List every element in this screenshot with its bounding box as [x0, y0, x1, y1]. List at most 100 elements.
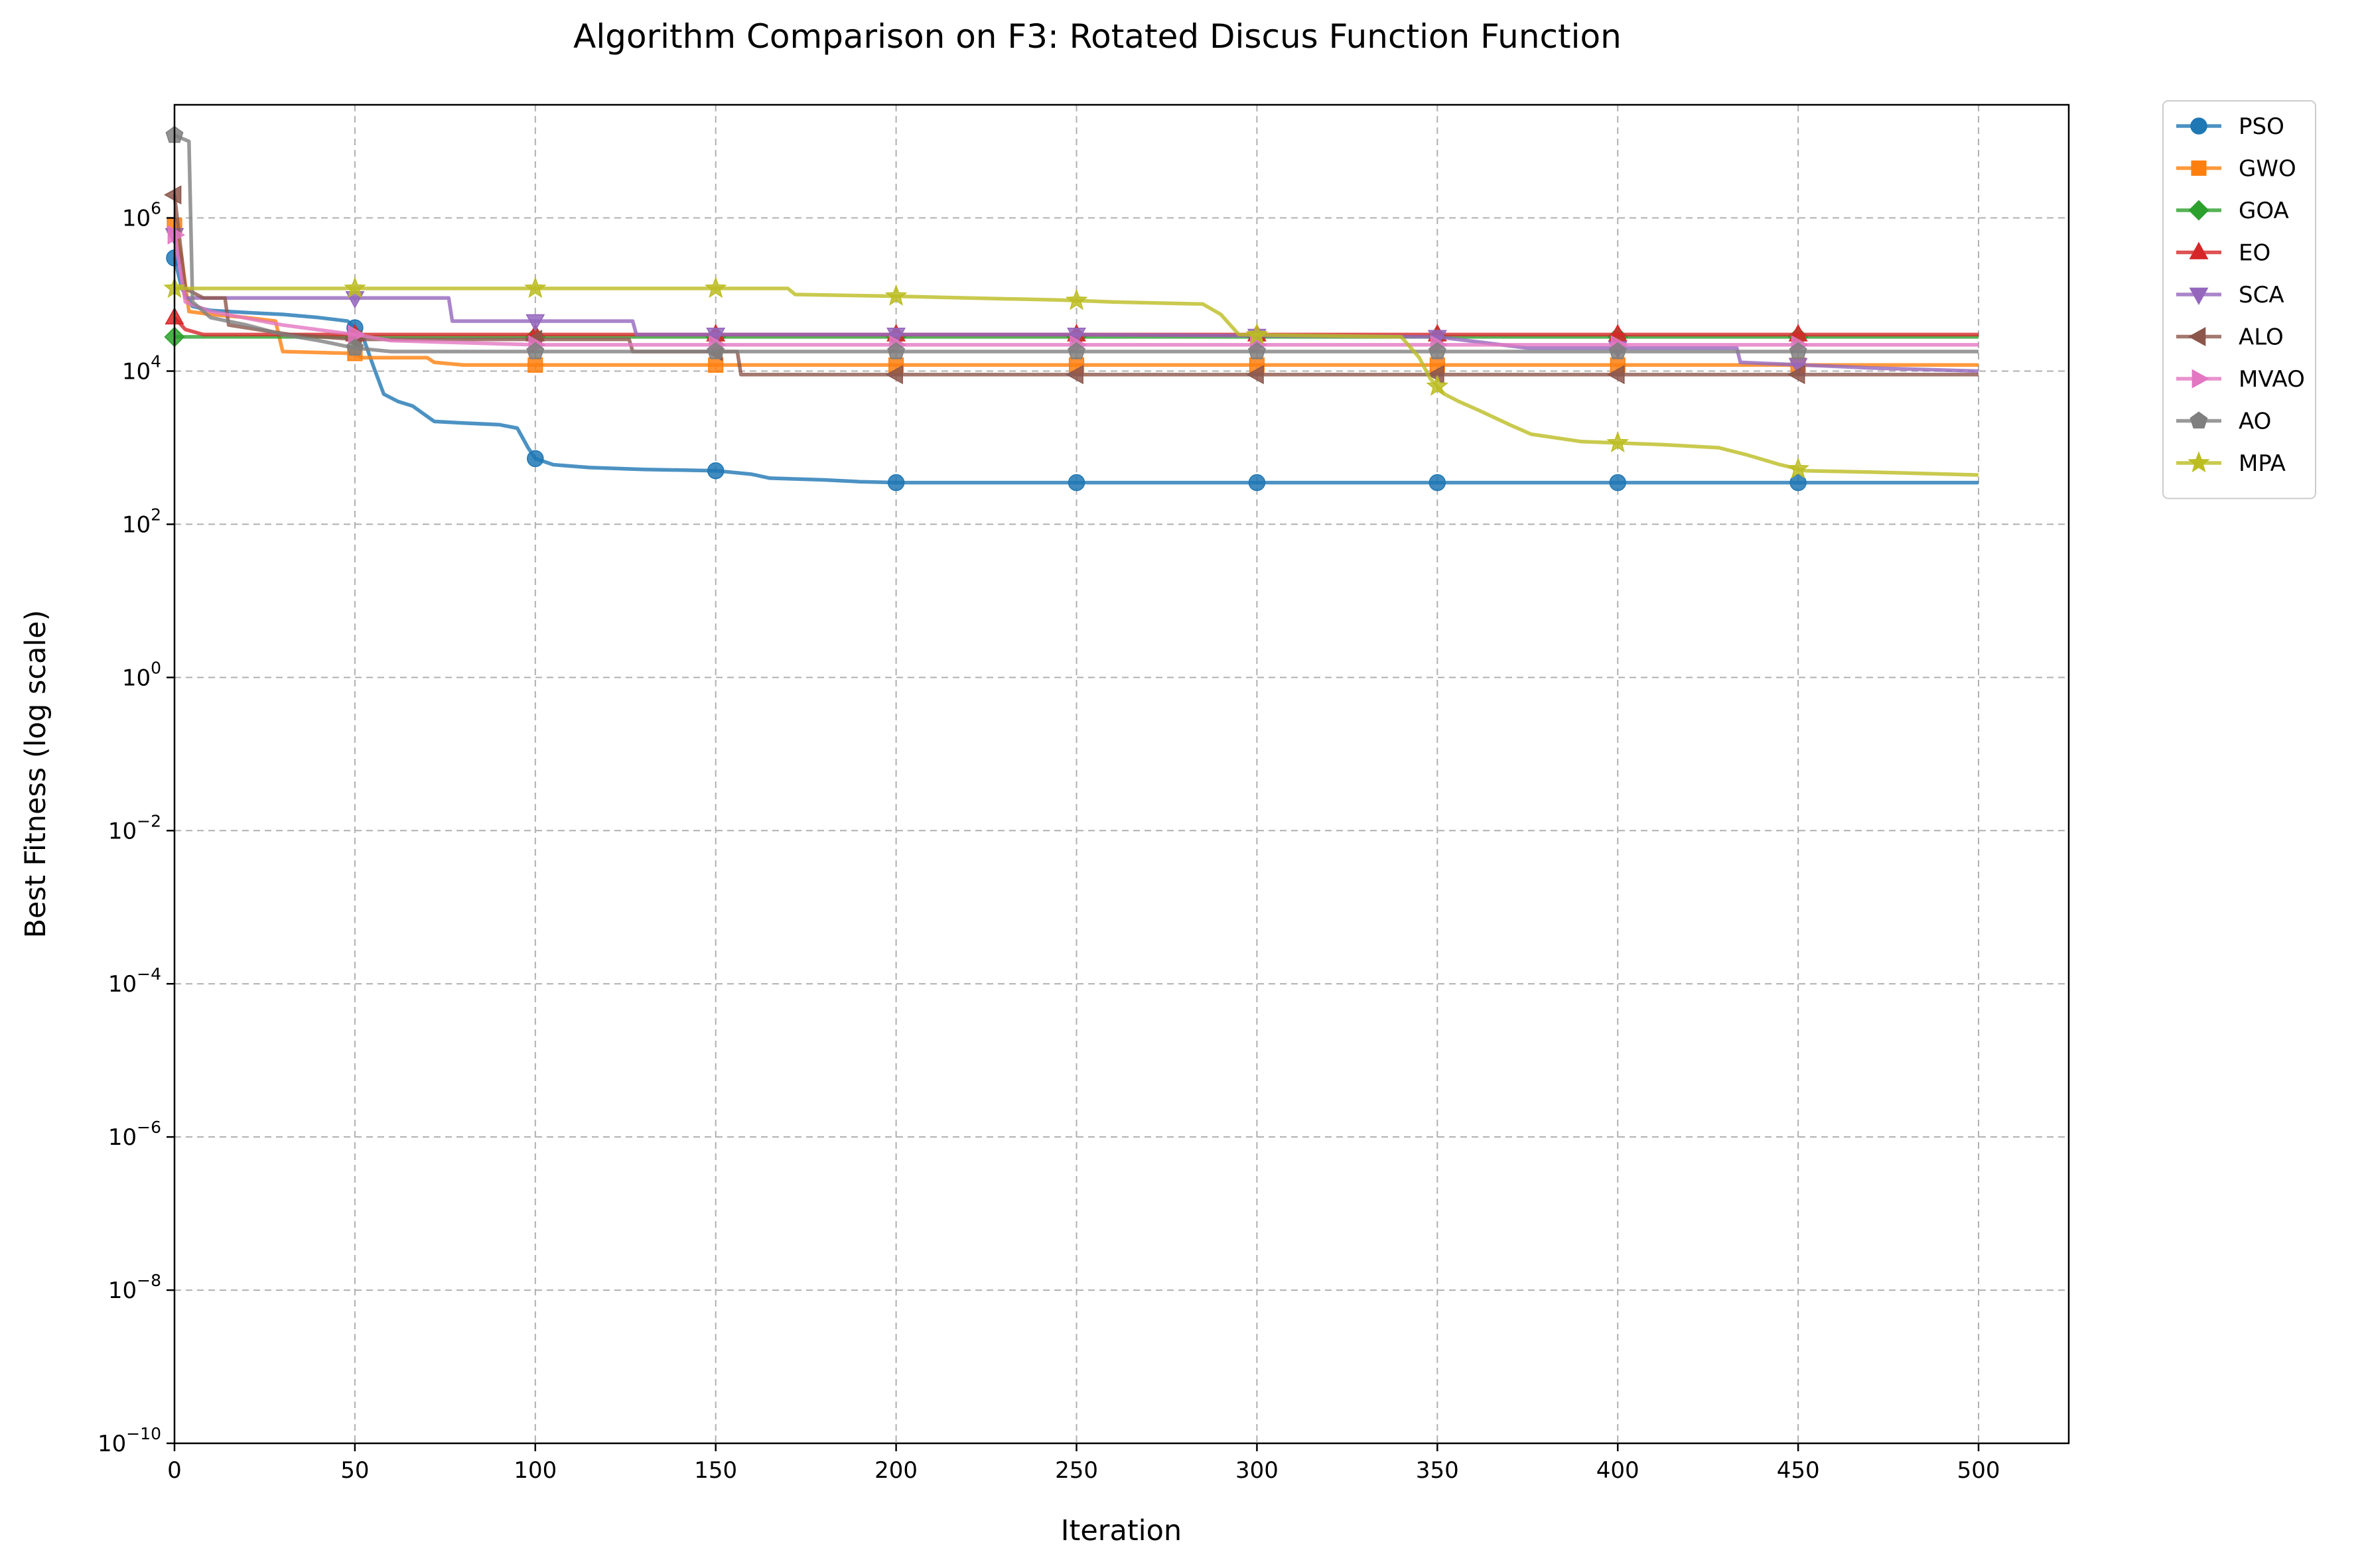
plot-area-frame	[173, 103, 2070, 1445]
legend-box	[2162, 100, 2316, 499]
x-axis-label: Iteration	[1061, 1514, 1182, 1547]
legend-item-ao: AO	[2176, 409, 2271, 435]
series-marker-ao	[1248, 342, 1266, 359]
x-tick-label: 400	[1596, 1457, 1639, 1484]
legend-label: ALO	[2239, 324, 2284, 351]
legend-marker	[2188, 200, 2209, 221]
series-marker-pso	[1068, 474, 1085, 491]
legend-item-alo: ALO	[2176, 324, 2284, 351]
series-line-gwo	[173, 225, 1979, 367]
x-tick-label: 100	[514, 1457, 557, 1484]
legend-label: MVAO	[2239, 366, 2305, 393]
axis-ticks: 0 50 100 150 200 250 300 350 400 450 500 10−10 10−8 1…	[98, 199, 2000, 1484]
series-marker-alo	[1607, 365, 1625, 385]
series-ao	[165, 125, 1979, 359]
legend-label: MPA	[2239, 450, 2286, 477]
series-line-mpa	[174, 287, 1979, 477]
chart-title: Algorithm Comparison on F3: Rotated Disc…	[573, 17, 1622, 56]
legend-item-goa: GOA	[2176, 198, 2289, 224]
series-marker-pso	[1609, 474, 1626, 491]
series-marker-alo	[1787, 365, 1805, 385]
x-tick-label: 500	[1957, 1457, 2000, 1484]
legend: PSO GWO GOA EO SCA ALO MVAO AO MPA	[2162, 100, 2316, 499]
series-lines	[163, 125, 1979, 491]
series-marker-ao	[1068, 342, 1085, 359]
series-marker-mpa	[1245, 323, 1269, 345]
x-tick-label: 350	[1416, 1457, 1459, 1484]
series-marker-mpa	[884, 284, 908, 306]
y-tick-label: 104	[122, 352, 161, 385]
legend-item-mpa: MPA	[2176, 450, 2286, 477]
series-marker-pso	[1789, 474, 1807, 491]
legend-label: GOA	[2239, 198, 2289, 224]
legend-marker	[2188, 327, 2206, 346]
legend-marker	[2190, 117, 2207, 135]
series-line-ao	[173, 133, 1979, 354]
legend-label: EO	[2239, 240, 2270, 267]
y-tick-label: 100	[122, 658, 161, 691]
y-tick-label: 10−4	[108, 964, 161, 998]
x-tick-label: 0	[167, 1457, 182, 1484]
series-marker-ao	[1789, 342, 1807, 359]
series-mpa	[163, 277, 1979, 479]
series-marker-ao	[707, 342, 725, 359]
series-pso	[166, 249, 1979, 491]
series-marker-mpa	[344, 277, 366, 298]
legend-item-mvao: MVAO	[2176, 366, 2305, 393]
legend-item-sca: SCA	[2176, 282, 2284, 308]
series-line-pso	[173, 257, 1979, 485]
series-marker-pso	[1248, 474, 1266, 491]
legend-item-pso: PSO	[2176, 113, 2284, 140]
series-marker-mpa	[704, 277, 727, 298]
x-tick-label: 50	[340, 1457, 369, 1484]
y-tick-label: 10−10	[98, 1424, 161, 1457]
series-marker-mpa	[523, 277, 547, 298]
y-tick-label: 102	[122, 505, 161, 538]
legend-label: PSO	[2239, 113, 2284, 140]
series-marker-sca	[525, 314, 545, 332]
y-tick-label: 10−2	[108, 811, 161, 844]
x-tick-label: 150	[694, 1457, 737, 1484]
legend-marker	[2190, 411, 2208, 428]
y-axis-label: Best Fitness (log scale)	[19, 610, 52, 938]
x-tick-label: 250	[1055, 1457, 1098, 1484]
series-marker-gwo	[527, 357, 543, 373]
legend-marker	[2189, 241, 2209, 259]
series-marker-mvao	[348, 324, 366, 344]
y-tick-label: 106	[122, 199, 161, 232]
x-tick-label: 200	[874, 1457, 918, 1484]
series-marker-alo	[885, 365, 903, 385]
legend-marker	[2188, 451, 2210, 473]
series-line-mvao	[173, 234, 1979, 347]
series-marker-sca	[1067, 328, 1086, 346]
series-marker-ao	[346, 338, 364, 356]
series-marker-sca	[706, 328, 726, 346]
legend-marker	[2191, 369, 2209, 389]
legend-item-gwo: GWO	[2176, 156, 2296, 182]
series-marker-ao	[1608, 342, 1627, 359]
x-tick-label: 300	[1235, 1457, 1279, 1484]
series-marker-mpa	[1426, 374, 1449, 396]
y-tick-label: 10−6	[108, 1118, 161, 1151]
series-marker-alo	[164, 185, 182, 205]
grid-lines	[174, 105, 2069, 1443]
series-marker-pso	[887, 474, 905, 491]
series-marker-mpa	[1787, 457, 1810, 479]
series-marker-pso	[527, 450, 544, 468]
series-marker-mpa	[1606, 431, 1630, 453]
series-marker-ao	[887, 342, 906, 359]
series-marker-alo	[1066, 365, 1083, 385]
legend-marker	[2189, 287, 2209, 305]
series-marker-ao	[1428, 342, 1446, 359]
legend-marker	[2191, 160, 2207, 176]
series-marker-mvao	[167, 225, 185, 245]
legend-label: AO	[2239, 409, 2271, 435]
series-marker-sca	[886, 328, 906, 346]
legend-label: SCA	[2239, 282, 2284, 308]
series-line-alo	[173, 194, 1979, 377]
series-marker-pso	[1428, 474, 1446, 491]
series-marker-pso	[707, 462, 725, 480]
series-marker-mpa	[1065, 289, 1088, 310]
legend-label: GWO	[2239, 156, 2296, 182]
